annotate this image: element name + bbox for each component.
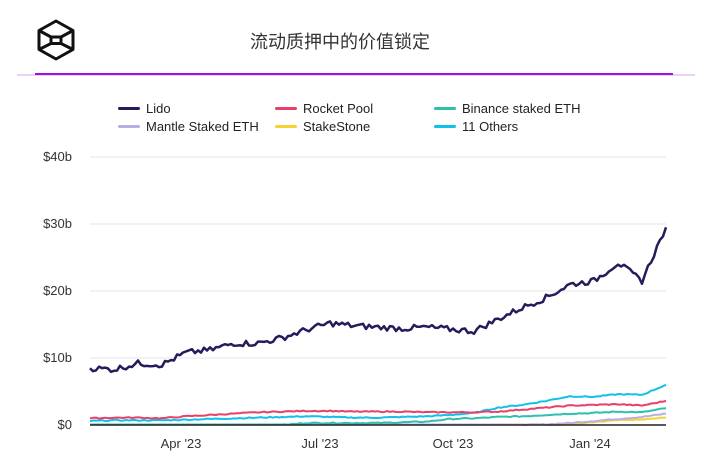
legend-item-binance-staked-eth[interactable]: Binance staked ETH [434,101,581,116]
chart-title: 流动质押中的价值锁定 [250,32,430,53]
legend-swatch [118,107,140,110]
x-tick-label: Oct '23 [432,436,474,451]
gridlines [90,156,666,359]
legend-swatch [118,125,140,128]
legend-label: Mantle Staked ETH [146,119,259,134]
legend-item-rocket-pool[interactable]: Rocket Pool [275,101,373,116]
series-line-11-others[interactable] [89,383,667,423]
legend-item-lido[interactable]: Lido [118,101,171,116]
y-tick-label: $20b [43,283,72,298]
legend-label: StakeStone [303,119,371,134]
legend-swatch [434,125,456,128]
legend-swatch [275,107,297,110]
series-line-rocket-pool[interactable] [89,399,667,420]
legend-item-stakestone[interactable]: StakeStone [275,119,370,134]
legend-label: 11 Others [462,119,519,134]
x-tick-label: Apr '23 [160,436,202,451]
y-tick-label: $0 [57,417,72,432]
x-tick-label: Jul '23 [301,436,339,451]
legend-label: Rocket Pool [303,101,374,116]
legend-label: Lido [146,101,171,116]
x-tick-label: Jan '24 [569,436,611,451]
legend-label: Binance staked ETH [462,101,581,116]
series-line-lido[interactable] [89,226,668,374]
series-lines [89,226,668,426]
legend-swatch [275,125,297,128]
legend-item-mantle-staked-eth[interactable]: Mantle Staked ETH [118,119,259,134]
legend-item-11-others[interactable]: 11 Others [434,119,518,134]
hexagon-cube-logo-icon [37,19,75,61]
y-tick-label: $30b [43,216,72,231]
y-tick-label: $40b [43,149,72,164]
header-divider-faint [17,74,695,76]
legend-swatch [434,107,456,110]
y-tick-label: $10b [43,350,72,365]
header-divider [35,73,673,75]
